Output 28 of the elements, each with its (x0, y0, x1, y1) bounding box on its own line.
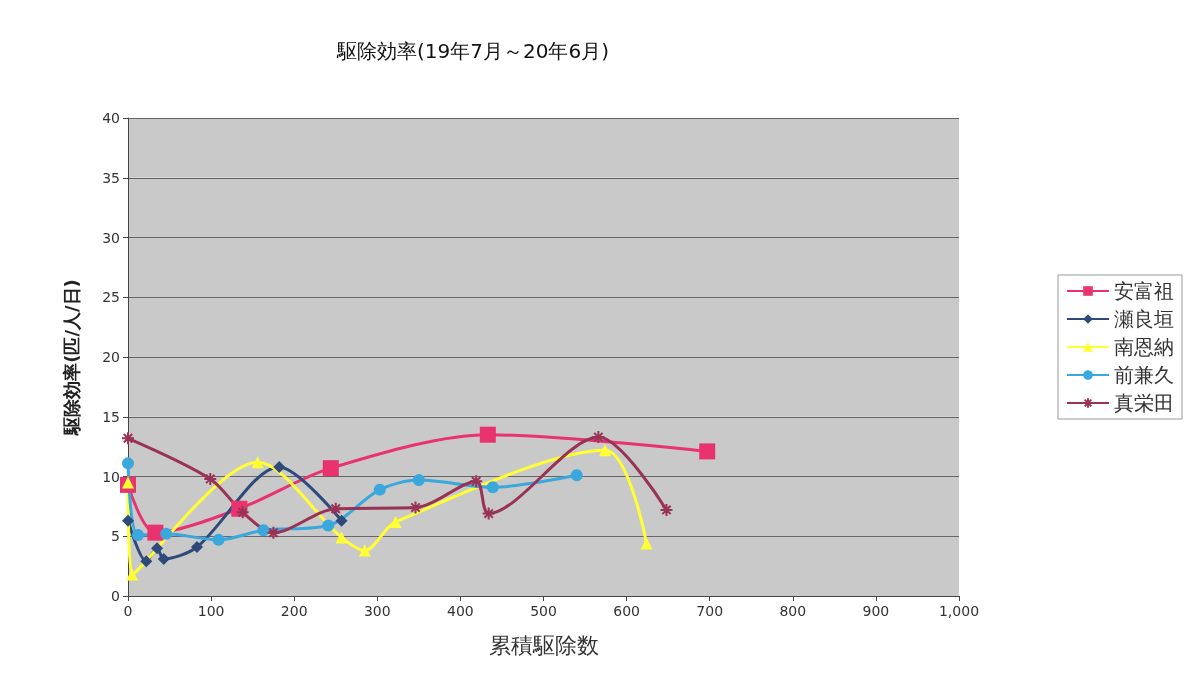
y-tick-label: 5 (111, 528, 120, 545)
legend-label: 安富祖 (1114, 279, 1174, 303)
x-tick-label: 500 (530, 603, 557, 619)
x-tick-label: 0 (123, 603, 133, 619)
y-tick-label: 25 (102, 289, 120, 306)
x-tick-label: 400 (447, 603, 474, 619)
x-tick-label: 900 (862, 603, 890, 619)
y-tick-label: 20 (102, 349, 120, 365)
legend-label: 前兼久 (1114, 363, 1174, 387)
x-tick-label: 700 (696, 603, 724, 619)
legend-label: 真栄田 (1114, 391, 1174, 415)
x-axis-title: 累積駆除数 (488, 632, 599, 658)
y-tick-label: 10 (102, 468, 120, 485)
x-tick-label: 600 (613, 603, 640, 619)
y-tick-label: 30 (102, 229, 120, 246)
legend-label: 瀬良垣 (1114, 307, 1174, 331)
x-tick-label: 200 (280, 603, 308, 619)
y-tick-label: 15 (102, 408, 120, 425)
y-tick-label: 40 (102, 110, 120, 126)
y-tick-label: 35 (102, 169, 120, 186)
y-tick-label: 0 (111, 588, 120, 604)
chart-title: 駆除効率(19年7月～20年6月) (336, 39, 609, 63)
x-tick-label: 800 (779, 603, 807, 619)
x-tick-label: 100 (197, 603, 225, 619)
x-tick-label: 1,000 (938, 603, 980, 619)
y-axis-title: 駆除効率(匹/人/日) (60, 279, 82, 436)
x-tick-label: 300 (363, 603, 391, 619)
legend-label: 南恩納 (1114, 335, 1174, 359)
